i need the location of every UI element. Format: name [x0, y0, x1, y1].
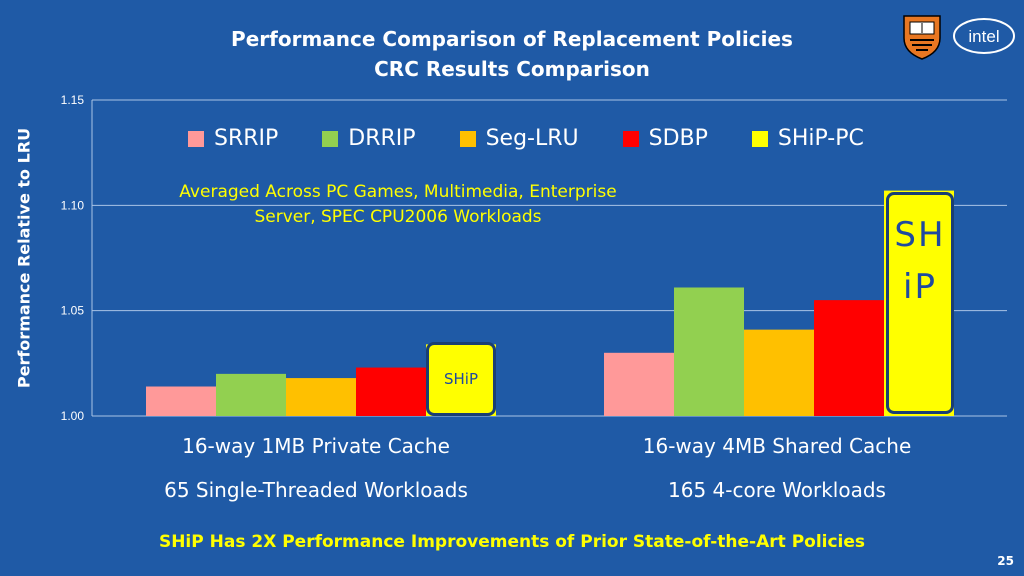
workload-note: Averaged Across PC Games, Multimedia, En…	[118, 180, 678, 230]
bar-drrip-0	[216, 373, 286, 416]
legend-swatch-seg-lru	[459, 130, 476, 147]
intel-logo: intel	[953, 18, 1015, 54]
bar-srrip-0	[146, 386, 216, 416]
legend-label-sdbp: SDBP	[648, 126, 708, 151]
title-line-2: CRC Results Comparison	[374, 57, 650, 81]
ship-callout-large: SHiP	[886, 192, 954, 414]
bar-drrip-1	[674, 287, 744, 416]
bar-sdbp-0	[356, 367, 426, 416]
slide-title: Performance Comparison of Replacement Po…	[120, 24, 904, 84]
legend-label-srrip: SRRIP	[214, 126, 279, 151]
note-line-1: Averaged Across PC Games, Multimedia, En…	[179, 182, 617, 202]
legend-item-ship-pc: SHiP-PC	[751, 126, 864, 151]
legend-label-ship-pc: SHiP-PC	[777, 126, 864, 151]
ship-callout-small: SHiP	[426, 342, 496, 416]
y-tick-label-3: 1.15	[61, 93, 85, 107]
legend-swatch-ship-pc	[751, 130, 768, 147]
chart-legend: SRRIP DRRIP Seg-LRU SDBP SHiP-PC	[188, 126, 864, 151]
bar-sdbp-1	[814, 300, 884, 416]
title-line-1: Performance Comparison of Replacement Po…	[231, 27, 793, 51]
legend-item-drrip: DRRIP	[322, 126, 416, 151]
legend-item-seg-lru: Seg-LRU	[459, 126, 579, 151]
category-label-shared-cache: 16-way 4MB Shared Cache	[642, 434, 912, 458]
legend-label-drrip: DRRIP	[348, 126, 416, 151]
category-sublabel-4-core: 165 4-core Workloads	[668, 478, 886, 502]
y-tick-label-0: 1.00	[61, 409, 85, 423]
bar-seg-lru-0	[286, 378, 356, 416]
legend-swatch-srrip	[188, 130, 204, 147]
legend-item-srrip: SRRIP	[188, 126, 278, 151]
legend-swatch-drrip	[322, 130, 339, 147]
y-tick-label-2: 1.10	[61, 198, 85, 212]
princeton-shield-logo	[903, 15, 941, 60]
page-number: 25	[997, 554, 1014, 568]
legend-swatch-sdbp	[622, 130, 639, 147]
category-label-private-cache: 16-way 1MB Private Cache	[182, 434, 450, 458]
legend-label-seg-lru: Seg-LRU	[485, 126, 579, 151]
slide-footer-conclusion: SHiP Has 2X Performance Improvements of …	[158, 532, 866, 552]
bar-srrip-1	[604, 352, 674, 416]
intel-logo-text: intel	[968, 27, 999, 46]
category-sublabel-single-threaded: 65 Single-Threaded Workloads	[164, 478, 468, 502]
note-line-2: Server, SPEC CPU2006 Workloads	[254, 207, 542, 227]
bar-seg-lru-1	[744, 329, 814, 416]
y-tick-label-1: 1.05	[61, 304, 85, 318]
legend-item-sdbp: SDBP	[622, 126, 708, 151]
